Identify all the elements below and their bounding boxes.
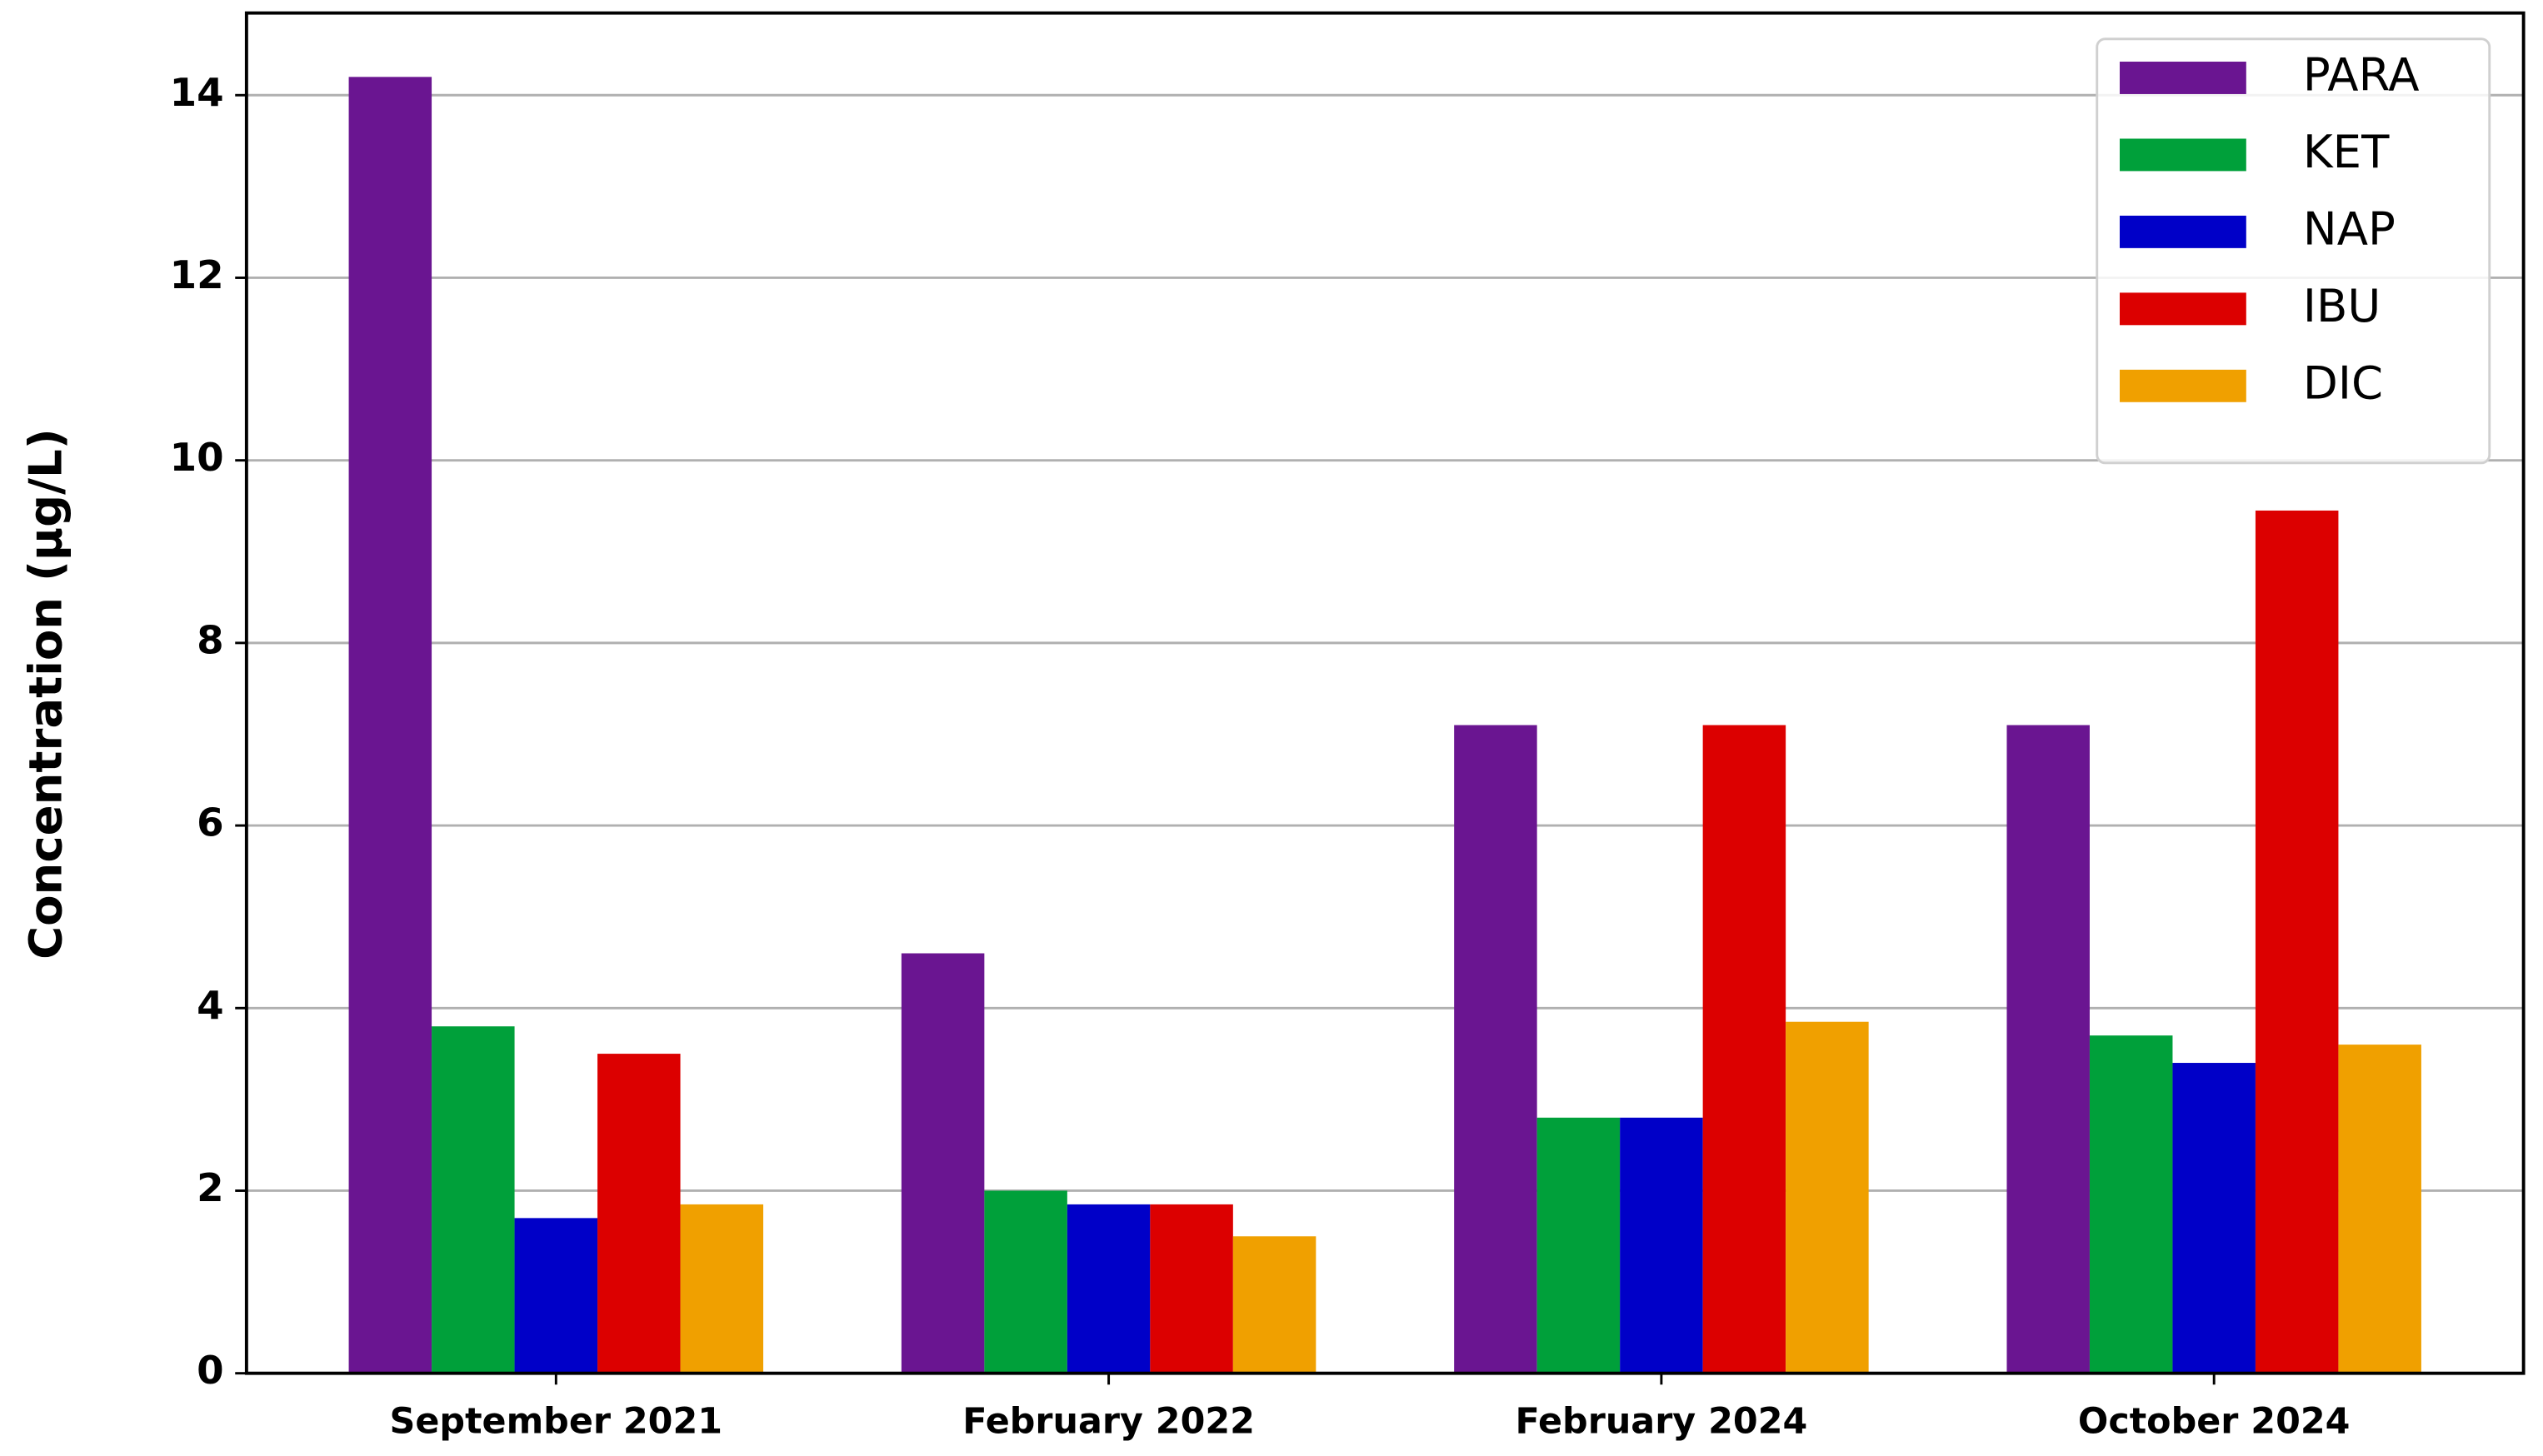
bar: [2255, 510, 2339, 1374]
bar: [984, 1190, 1067, 1374]
bar: [1702, 725, 1786, 1374]
x-tick-label: February 2024: [1516, 1401, 1808, 1443]
y-tick-label: 2: [197, 1166, 224, 1211]
bar: [432, 1026, 515, 1374]
legend-swatch: [2119, 292, 2246, 326]
bar: [2006, 725, 2090, 1374]
y-tick-label: 0: [197, 1349, 224, 1394]
x-tick-label: February 2022: [962, 1401, 1255, 1443]
bar: [1067, 1204, 1151, 1374]
legend-swatch: [2119, 62, 2246, 94]
bar: [2338, 1045, 2421, 1374]
bar: [514, 1218, 598, 1374]
y-tick-label: 10: [170, 436, 224, 481]
y-tick-label: 12: [170, 253, 224, 298]
bar: [1454, 725, 1537, 1374]
y-tick-label: 14: [170, 71, 224, 116]
bar: [1536, 1117, 1621, 1374]
bar: [2172, 1063, 2256, 1374]
y-tick-label: 4: [197, 984, 224, 1029]
bar: [1232, 1236, 1316, 1374]
bar: [2089, 1035, 2173, 1374]
bar: [348, 77, 432, 1374]
legend-label: DIC: [2303, 356, 2383, 409]
legend-swatch: [2119, 215, 2246, 248]
y-tick-label: 6: [197, 801, 224, 846]
x-tick-label: October 2024: [2078, 1401, 2351, 1443]
bar: [1150, 1204, 1233, 1374]
bar: [597, 1054, 681, 1374]
bar: [901, 953, 985, 1374]
legend-label: KET: [2303, 125, 2390, 178]
legend-label: PARA: [2303, 48, 2420, 102]
legend-label: NAP: [2303, 202, 2396, 256]
y-tick-label: 8: [197, 618, 224, 663]
legend-swatch: [2119, 369, 2246, 402]
legend-swatch: [2119, 138, 2246, 172]
legend-label: IBU: [2303, 279, 2381, 332]
bar: [1620, 1117, 1703, 1374]
bar: [680, 1204, 764, 1374]
x-tick-label: September 2021: [390, 1401, 723, 1443]
bar: [1786, 1021, 1869, 1374]
plot-frame: [244, 11, 2526, 1375]
y-axis-label: Concentration (μg/L): [19, 428, 72, 960]
